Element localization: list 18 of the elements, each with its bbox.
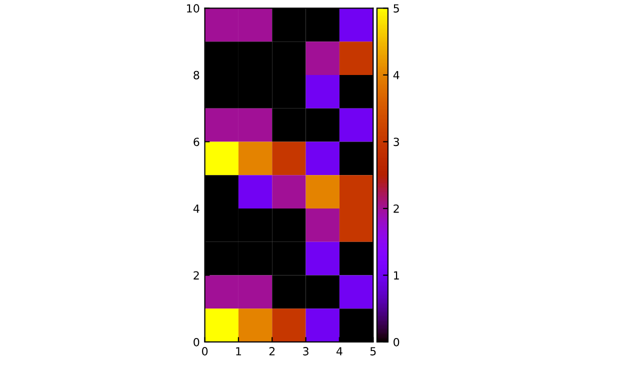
y-tick-label: 10 — [187, 4, 200, 13]
y-tick-label: 4 — [193, 204, 200, 213]
y-tick-label: 0 — [194, 338, 200, 346]
x-tick-label: 1 — [236, 347, 241, 356]
x-tick-label: 0 — [202, 347, 208, 356]
color-bar-label: 3 — [394, 138, 400, 146]
color-bar-label: 2 — [394, 204, 399, 213]
y-tick-label: 6 — [194, 138, 200, 146]
x-tick-label: 2 — [269, 347, 275, 356]
color-bar-label: 5 — [394, 4, 399, 13]
x-tick-label: 3 — [303, 347, 308, 356]
y-tick-label: 8 — [194, 70, 200, 80]
y-tick-label: 2 — [194, 271, 199, 280]
color-bar-label: 4 — [393, 71, 400, 80]
color-bar-label: 1 — [394, 271, 399, 280]
color-bar-label: 0 — [394, 338, 400, 346]
x-tick-label: 5 — [370, 347, 376, 356]
x-tick-label: 4 — [336, 347, 342, 356]
